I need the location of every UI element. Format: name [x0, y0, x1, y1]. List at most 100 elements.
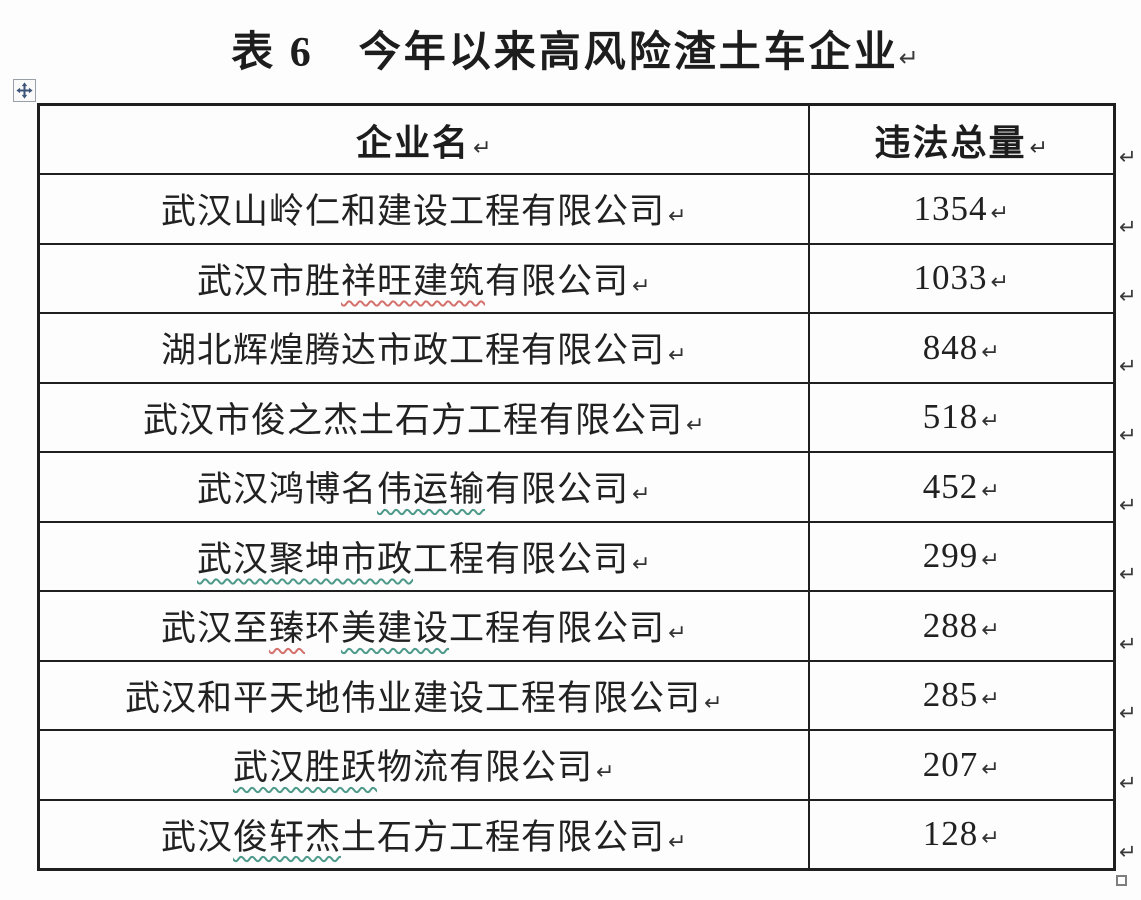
- company-name-cell[interactable]: 武汉市胜祥旺建筑有限公司 ↵: [37, 242, 810, 314]
- violation-count: 207: [922, 744, 979, 784]
- row-end-mark-icon: ↵: [1119, 771, 1137, 795]
- paragraph-mark-icon: ↵: [473, 135, 492, 161]
- violation-count: 1033: [913, 258, 988, 298]
- paragraph-mark-icon: ↵: [686, 412, 705, 438]
- company-name: 有限公司: [485, 261, 630, 301]
- company-name: 武汉市胜: [197, 261, 342, 301]
- table-resize-handle[interactable]: [1116, 875, 1127, 886]
- company-name: 祥旺建筑: [341, 261, 486, 301]
- row-end-mark-icon: ↵: [1119, 145, 1137, 169]
- row-end-mark-icon: ↵: [1119, 493, 1137, 517]
- violation-count: 518: [922, 397, 979, 437]
- paragraph-mark-icon: ↵: [632, 551, 651, 577]
- table-row: 湖北辉煌腾达市政工程有限公司 ↵ 848 ↵: [37, 312, 1116, 384]
- company-name: 物流有限公司: [377, 748, 594, 788]
- company-name: 武汉和平天地伟业建设工程有限公司: [125, 678, 702, 718]
- paragraph-mark-icon: ↵: [981, 756, 1000, 782]
- company-name: 武汉胜跃: [233, 748, 378, 788]
- table-row: 武汉俊轩杰土石方工程有限公司 ↵ 128 ↵: [37, 798, 1116, 870]
- violation-count-cell[interactable]: 288 ↵: [807, 590, 1116, 662]
- row-end-mark-icon: ↵: [1119, 562, 1137, 586]
- paragraph-mark-icon: ↵: [981, 339, 1000, 365]
- violation-count: 452: [922, 466, 979, 506]
- header-violation-label: 违法总量: [874, 122, 1027, 163]
- row-end-mark-icon: ↵: [1119, 354, 1137, 378]
- paragraph-mark-icon: ↵: [981, 687, 1000, 713]
- table-header-row: 企业名 ↵ 违法总量 ↵: [37, 103, 1116, 175]
- company-name: 武汉: [161, 817, 234, 857]
- company-name: 俊轩杰: [233, 817, 342, 857]
- paragraph-mark-icon: ↵: [990, 270, 1009, 296]
- row-end-mark-icon: ↵: [1119, 701, 1137, 725]
- company-name-cell[interactable]: 武汉至臻环美建设工程有限公司 ↵: [37, 590, 810, 662]
- paragraph-mark-icon: ↵: [632, 273, 651, 299]
- company-name: 工程有限公司: [413, 539, 630, 579]
- paragraph-mark-icon: ↵: [668, 204, 687, 230]
- violation-count-cell[interactable]: 452 ↵: [807, 451, 1116, 523]
- table-row: 武汉和平天地伟业建设工程有限公司 ↵ 285 ↵: [37, 659, 1116, 731]
- company-name-cell[interactable]: 武汉山岭仁和建设工程有限公司 ↵: [37, 173, 810, 245]
- violation-count: 848: [922, 327, 979, 367]
- violation-count: 299: [922, 536, 979, 576]
- header-violation-total[interactable]: 违法总量 ↵: [807, 103, 1116, 175]
- table-row: 武汉胜跃物流有限公司 ↵ 207 ↵: [37, 729, 1116, 801]
- company-name: 湖北辉煌腾达市政工程有限公司: [161, 331, 666, 371]
- company-name: 武汉至: [160, 609, 269, 649]
- company-name: 土石方工程有限公司: [341, 817, 666, 857]
- company-name-cell[interactable]: 武汉鸿博名伟运输有限公司 ↵: [37, 451, 810, 523]
- page-title[interactable]: 表 6 今年以来高风险渣土车企业↵: [37, 18, 1113, 79]
- table-row: 武汉市胜祥旺建筑有限公司 ↵ 1033 ↵: [37, 242, 1116, 314]
- violation-count: 288: [922, 605, 979, 645]
- violation-count: 1354: [913, 188, 988, 228]
- table-move-handle[interactable]: [13, 79, 36, 102]
- company-name-cell[interactable]: 武汉和平天地伟业建设工程有限公司 ↵: [37, 659, 810, 731]
- paragraph-mark-icon: ↵: [981, 409, 1000, 435]
- title-text: 表 6 今年以来高风险渣土车企业: [231, 30, 899, 76]
- paragraph-mark-icon: ↵: [981, 478, 1000, 504]
- violation-count-cell[interactable]: 299 ↵: [807, 520, 1116, 592]
- violation-count-cell[interactable]: 207 ↵: [807, 729, 1116, 801]
- violation-count-cell[interactable]: 1354 ↵: [807, 173, 1116, 245]
- header-company-label: 企业名: [356, 122, 471, 163]
- violation-count-cell[interactable]: 848 ↵: [807, 312, 1116, 384]
- paragraph-mark-icon: ↵: [981, 548, 1000, 574]
- paragraph-mark-icon: ↵: [981, 826, 1000, 851]
- move-arrows-icon: [16, 82, 33, 99]
- paragraph-mark-icon: ↵: [668, 829, 687, 855]
- paragraph-mark-icon: ↵: [668, 621, 687, 647]
- paragraph-mark-icon: ↵: [1029, 135, 1048, 161]
- company-name-cell[interactable]: 武汉俊轩杰土石方工程有限公司 ↵: [37, 798, 810, 870]
- row-end-mark-icon: ↵: [1119, 632, 1137, 656]
- company-name-cell[interactable]: 武汉胜跃物流有限公司 ↵: [37, 729, 810, 801]
- violation-count-cell[interactable]: 518 ↵: [807, 381, 1116, 453]
- company-name: 武汉聚坤市政: [197, 539, 414, 579]
- company-name-cell[interactable]: 湖北辉煌腾达市政工程有限公司 ↵: [37, 312, 810, 384]
- company-name: 工程有限公司: [449, 609, 666, 649]
- table-row: 武汉鸿博名伟运输有限公司 ↵ 452 ↵: [37, 451, 1116, 523]
- paragraph-mark-icon: ↵: [668, 343, 687, 369]
- row-end-mark-icon: ↵: [1119, 840, 1137, 864]
- violation-count-cell[interactable]: 128 ↵: [807, 798, 1116, 870]
- paragraph-mark-icon: ↵: [632, 482, 651, 508]
- company-name-cell[interactable]: 武汉聚坤市政工程有限公司 ↵: [37, 520, 810, 592]
- paragraph-mark-icon: ↵: [704, 690, 723, 716]
- company-name: 伟运输: [377, 470, 486, 510]
- company-name: 臻: [269, 609, 306, 649]
- company-name: 武汉山岭仁和建设工程有限公司: [161, 192, 666, 232]
- company-name-cell[interactable]: 武汉市俊之杰土石方工程有限公司 ↵: [37, 381, 810, 453]
- violation-count: 128: [922, 814, 979, 853]
- paragraph-mark-icon: ↵: [596, 760, 615, 786]
- paragraph-mark-icon: ↵: [990, 200, 1009, 226]
- company-name: 武汉鸿博名: [197, 470, 378, 510]
- violations-table: 企业名 ↵ 违法总量 ↵ 武汉山岭仁和建设工程有限公司 ↵ 1354 ↵ 武汉市胜祥旺建…: [37, 103, 1116, 871]
- row-end-mark-icon: ↵: [1119, 423, 1137, 447]
- company-name: 武汉市俊之杰土石方工程有限公司: [143, 400, 684, 440]
- violation-count: 285: [922, 675, 979, 715]
- row-end-mark-icon: ↵: [1119, 215, 1137, 239]
- violation-count-cell[interactable]: 285 ↵: [807, 659, 1116, 731]
- table-row: 武汉聚坤市政工程有限公司 ↵ 299 ↵: [37, 520, 1116, 592]
- row-end-mark-icon: ↵: [1119, 284, 1137, 308]
- table-row: 武汉市俊之杰土石方工程有限公司 ↵ 518 ↵: [37, 381, 1116, 453]
- header-company-name[interactable]: 企业名 ↵: [37, 103, 810, 175]
- violation-count-cell[interactable]: 1033 ↵: [807, 242, 1116, 314]
